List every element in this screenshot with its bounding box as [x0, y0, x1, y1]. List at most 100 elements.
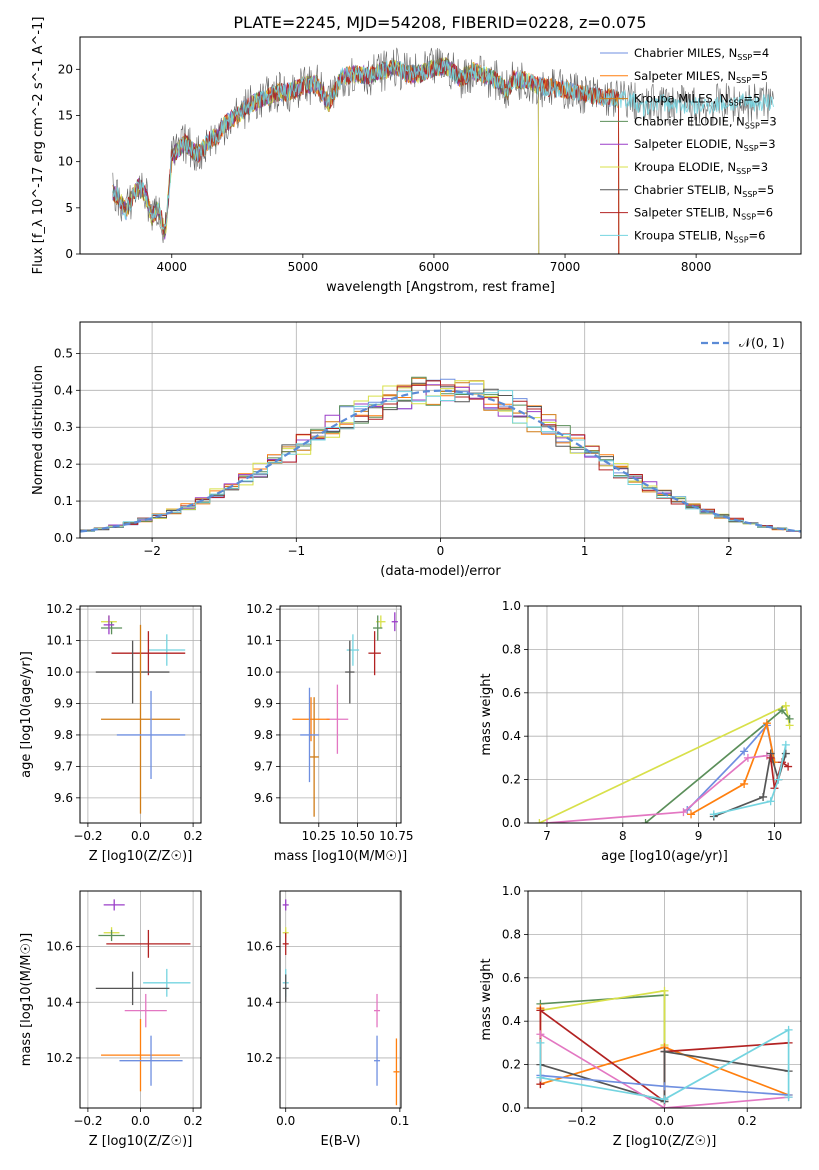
- y-tick-label: 0.1: [54, 494, 73, 508]
- x-tick-label: 0.0: [131, 829, 150, 843]
- plus-marker: [781, 701, 790, 710]
- plus-marker: [536, 1030, 545, 1039]
- axes-frame: [79, 605, 202, 824]
- x-tick-label: −0.2: [567, 1114, 596, 1128]
- x-axis-label: age [log10(age/yr)]: [601, 849, 728, 864]
- y-tick-label: 10.4: [246, 995, 273, 1009]
- legend-entry: Salpeter STELIB, NSSP=6: [634, 206, 773, 222]
- axes-frame: [79, 321, 802, 539]
- x-tick-label: 0.1: [390, 1114, 409, 1128]
- y-tick-label: 0: [65, 247, 73, 261]
- plus-marker: [679, 808, 688, 817]
- axes-frame: [279, 890, 402, 1109]
- y-tick-label: 9.8: [54, 728, 73, 742]
- y-tick-label: 1.0: [502, 599, 521, 613]
- legend-entry: Salpeter MILES, NSSP=5: [634, 69, 768, 85]
- x-tick-label: 2: [725, 544, 733, 558]
- y-axis-label: mass weight: [479, 673, 494, 755]
- x-axis-label: mass [log10(M/M☉)]: [274, 849, 407, 864]
- legend-entry: Kroupa MILES, NSSP=5: [634, 92, 760, 108]
- y-tick-label: 10.6: [246, 940, 273, 954]
- legend-entry: Kroupa ELODIE, NSSP=3: [634, 160, 768, 176]
- spectrum-line: [112, 58, 540, 254]
- axes-spectrum: 4000 5000 6000 7000 8000 0 5 10 15 20 wavelength […: [31, 17, 802, 295]
- weight-line: [546, 754, 767, 823]
- y-tick-label: 20: [58, 62, 73, 76]
- y-tick-label: 0.8: [502, 642, 521, 656]
- y-tick-label: 0.8: [502, 927, 521, 941]
- x-tick-label: 10.25: [302, 829, 336, 843]
- y-tick-label: 9.9: [54, 696, 73, 710]
- plus-marker: [778, 706, 787, 715]
- plot-area-weight-vs-age: [535, 701, 794, 823]
- x-axis-label: Z [log10(Z/Z☉)]: [89, 849, 193, 864]
- legend-entry: Chabrier STELIB, NSSP=5: [634, 183, 774, 199]
- legend-entry: 𝒩(0, 1): [739, 335, 785, 350]
- plus-marker: [660, 1082, 669, 1091]
- y-axis-label: mass weight: [479, 958, 494, 1040]
- x-axis-label: Z [log10(Z/Z☉)]: [613, 1134, 717, 1149]
- y-tick-label: 10.0: [46, 665, 73, 679]
- x-tick-label: 5000: [288, 260, 319, 274]
- x-tick-label: −2: [143, 544, 161, 558]
- plus-marker: [785, 714, 794, 723]
- spectrum-line: [112, 60, 620, 254]
- x-tick-label: 10: [767, 829, 782, 843]
- y-tick-label: 10: [58, 155, 73, 169]
- axes-age-vs-mass: 10.25 10.50 10.75 9.6 9.7 9.8 9.9 10.0 10.1 10.2 m…: [246, 602, 413, 864]
- axes-frame: [527, 890, 802, 1109]
- y-tick-label: 10.1: [246, 634, 273, 648]
- plot-area-spectrum: [112, 47, 774, 254]
- spectrum-line: [112, 60, 774, 231]
- x-tick-label: 0: [437, 544, 445, 558]
- y-tick-label: 0.2: [502, 773, 521, 787]
- x-tick-label: 9: [695, 829, 703, 843]
- y-tick-label: 0.4: [54, 383, 73, 397]
- plus-marker: [660, 986, 669, 995]
- plot-area-age-vs-mass: [292, 612, 398, 817]
- y-tick-label: 9.7: [54, 759, 73, 773]
- y-tick-label: 0.2: [54, 457, 73, 471]
- spectrum-line: [112, 47, 774, 244]
- plus-marker: [784, 1093, 793, 1102]
- axes-frame: [79, 36, 802, 255]
- plus-marker: [781, 740, 790, 749]
- plot-area-mass-vs-Z: [95, 899, 191, 1092]
- plus-marker: [535, 819, 544, 823]
- x-tick-label: 1: [581, 544, 589, 558]
- y-tick-label: 9.9: [254, 696, 273, 710]
- y-tick-label: 1.0: [502, 884, 521, 898]
- y-tick-label: 0.3: [54, 420, 73, 434]
- plus-marker: [762, 719, 771, 728]
- plus-marker: [784, 762, 793, 771]
- y-tick-label: 10.2: [46, 602, 73, 616]
- plus-marker: [759, 792, 768, 801]
- y-tick-label: 10.1: [46, 634, 73, 648]
- x-tick-label: 0.0: [131, 1114, 150, 1128]
- plus-marker: [641, 819, 650, 823]
- plus-marker: [660, 1095, 669, 1104]
- plus-marker: [766, 753, 775, 762]
- plus-marker: [536, 1038, 545, 1047]
- y-tick-label: 0.0: [54, 531, 73, 545]
- y-tick-label: 5: [65, 201, 73, 215]
- plus-marker: [660, 1047, 669, 1056]
- x-axis-label: wavelength [Angstrom, rest frame]: [326, 280, 555, 295]
- plus-marker: [709, 810, 718, 819]
- y-tick-label: 9.6: [54, 791, 73, 805]
- legend-entry: Chabrier ELODIE, NSSP=3: [634, 114, 777, 130]
- plus-marker: [536, 1073, 545, 1082]
- axes-mass-vs-ebv: 0.0 0.1 10.2 10.4 10.6 E(B-V): [246, 890, 409, 1149]
- x-tick-label: 10.50: [340, 829, 374, 843]
- axes-age-vs-Z: −0.2 0.0 0.2 9.6 9.7 9.8 9.9 10.0 10.1 10.2 Z [log…: [19, 602, 203, 864]
- axes-frame: [79, 890, 202, 1109]
- y-tick-label: 9.7: [254, 759, 273, 773]
- legend-entry: Salpeter ELODIE, NSSP=3: [634, 137, 776, 153]
- weight-line: [769, 757, 789, 789]
- weight-line: [540, 994, 666, 1102]
- x-axis-label: Z [log10(Z/Z☉)]: [89, 1134, 193, 1149]
- plot-area-age-vs-Z: [95, 615, 186, 814]
- y-tick-label: 0.0: [502, 816, 521, 830]
- x-axis-label: (data-model)/error: [380, 564, 501, 579]
- x-tick-label: 0.0: [655, 1114, 674, 1128]
